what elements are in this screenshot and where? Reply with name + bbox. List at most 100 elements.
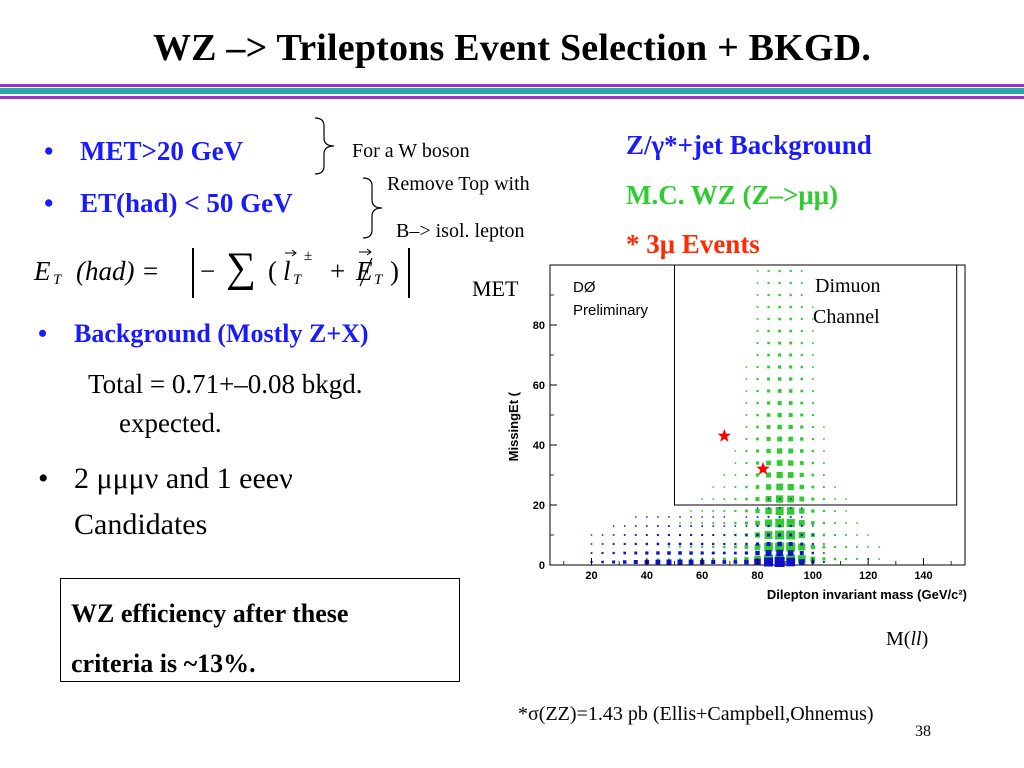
mc-wz-point [765, 484, 772, 490]
zjet-background-point [723, 542, 726, 546]
zjet-background-point [712, 525, 715, 527]
mc-wz-point [788, 401, 793, 405]
slide-title: WZ –> Trileptons Event Selection + BKGD. [152, 27, 872, 69]
mc-wz-point [745, 426, 748, 428]
mc-wz-point [800, 294, 803, 296]
zjet-background-point [789, 498, 792, 500]
zjet-background-point [612, 551, 615, 555]
zjet-background-point [601, 560, 604, 564]
zjet-background-point [734, 551, 737, 555]
zjet-background-point [623, 542, 626, 546]
mc-wz-point [789, 305, 792, 309]
mc-wz-point [745, 497, 748, 501]
mc-wz-point [756, 282, 759, 284]
mc-wz-point [745, 473, 748, 477]
zjet-background-point [778, 498, 781, 500]
mc-wz-point [712, 522, 715, 524]
page-number: 38 [915, 723, 931, 740]
mc-wz-point [766, 448, 771, 454]
mc-wz-point [800, 377, 804, 381]
mc-wz-point [734, 474, 737, 476]
zjet-background-point [789, 516, 792, 518]
mc-wz-point [756, 354, 759, 356]
mc-wz-point [811, 509, 815, 513]
mc-wz-point [766, 413, 771, 417]
mc-wz-point [799, 508, 805, 514]
zjet-background-point [800, 533, 803, 537]
zjet-background-point [812, 525, 814, 527]
zjet-background-point [645, 551, 649, 555]
zjet-background-point [646, 525, 648, 527]
mc-wz-point [811, 473, 815, 477]
zjet-background-point [645, 534, 648, 536]
mc-wz-point [834, 522, 836, 524]
trimuon-event-star [717, 429, 731, 442]
mc-wz-point [800, 425, 804, 429]
mc-wz-point [778, 341, 782, 345]
mc-wz-point [845, 534, 847, 536]
met-slash-arrow-icon [359, 248, 373, 287]
mc-wz-point [756, 413, 759, 417]
mc-wz-point [800, 437, 804, 441]
mc-wz-point [834, 498, 836, 500]
mc-wz-point [799, 461, 804, 465]
mc-wz-point [775, 542, 785, 552]
zjet-background-point [733, 560, 738, 564]
zjet-background-point [767, 533, 771, 537]
mc-wz-point [777, 412, 782, 418]
zjet-background-point [723, 534, 726, 536]
mc-wz-point [679, 546, 681, 548]
zjet-background-point [778, 533, 782, 537]
zjet-background-point [799, 551, 804, 555]
mc-wz-point [810, 544, 816, 550]
formula-minus: − [200, 256, 216, 286]
y-tick-label: 80 [533, 320, 545, 332]
mc-wz-point [723, 474, 726, 476]
formula-plus: + [330, 256, 346, 286]
mc-wz-point [712, 510, 715, 512]
mc-wz-point [777, 436, 783, 442]
mc-wz-point [723, 521, 726, 525]
zjet-background-point [677, 559, 683, 565]
zjet-background-point [679, 533, 682, 537]
mc-wz-point [756, 294, 759, 296]
mc-wz-point [834, 486, 836, 488]
mc-wz-point [778, 269, 781, 273]
background-bullet: • Background (Mostly Z+X) [38, 319, 369, 349]
formula-T-sub: T [53, 272, 62, 288]
zjet-background-point [656, 542, 660, 546]
mc-wz-point [777, 377, 782, 381]
x-tick-label: 120 [859, 570, 877, 582]
mc-wz-point [756, 330, 759, 332]
mc-wz-point [800, 329, 803, 333]
mc-wz-point [800, 270, 803, 272]
mc-wz-point [766, 460, 771, 466]
mc-wz-point [800, 306, 803, 308]
zjet-background-point [755, 542, 760, 546]
zjet-background-point [601, 534, 604, 536]
mc-wz-point [767, 341, 770, 345]
x-tick-label: 140 [914, 570, 932, 582]
zjet-background-point [633, 559, 638, 565]
candidates-line2: Candidates [74, 508, 208, 541]
mc-wz-point [787, 483, 794, 491]
y-tick-label: 60 [533, 380, 545, 392]
zjet-background-point [590, 552, 593, 554]
mc-wz-point [822, 509, 825, 513]
zjet-background-point [745, 542, 748, 546]
zjet-background-point [786, 557, 796, 567]
note-isol-lepton: B–> isol. lepton [396, 220, 525, 242]
mc-wz-point [867, 534, 869, 536]
formula-E: E [34, 256, 51, 286]
zjet-background-point [590, 534, 593, 536]
candidates-line1: 2 μμμν and 1 eeeν [74, 462, 293, 495]
mc-wz-point [745, 461, 748, 465]
x-tick-label: 100 [804, 570, 822, 582]
mc-wz-point [833, 533, 836, 537]
mc-wz-point [756, 389, 759, 393]
zjet-background-point [623, 534, 626, 536]
zjet-background-point [701, 525, 703, 527]
zjet-background-point [657, 516, 659, 518]
mc-wz-point [755, 485, 760, 489]
mc-wz-point [799, 484, 805, 490]
